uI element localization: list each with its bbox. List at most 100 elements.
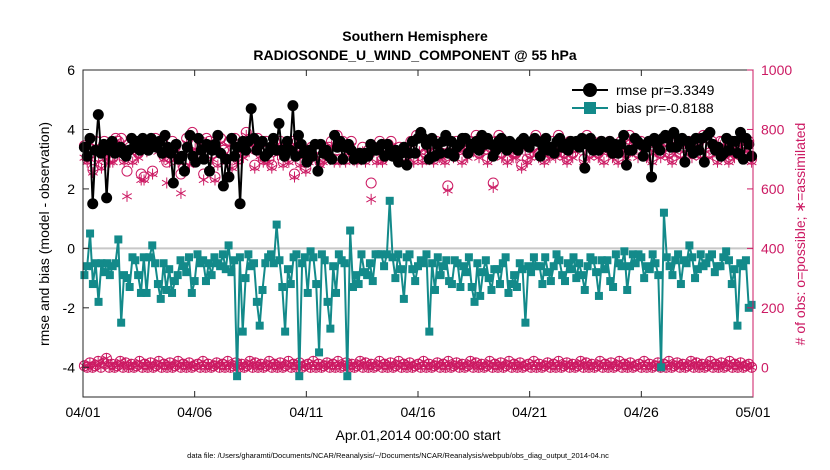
bias-point bbox=[515, 259, 524, 268]
rmse-point bbox=[737, 153, 749, 165]
asterisk-stroke bbox=[474, 154, 485, 161]
x-tick-label: 05/01 bbox=[735, 404, 770, 420]
bias-point bbox=[142, 288, 151, 297]
rmse-point bbox=[668, 126, 680, 138]
asterisk-stroke bbox=[502, 158, 513, 166]
obs-assimilated-point bbox=[366, 193, 377, 205]
bias-point bbox=[688, 253, 697, 262]
bias-point bbox=[238, 327, 247, 336]
obs-assimilated-point bbox=[198, 174, 209, 186]
bias-point bbox=[97, 259, 106, 268]
y-left-tick-label: 4 bbox=[67, 121, 75, 137]
bias-point bbox=[702, 259, 711, 268]
bias-point bbox=[306, 247, 315, 256]
rmse-point bbox=[198, 153, 210, 165]
rmse-point bbox=[170, 138, 182, 150]
bias-point bbox=[569, 253, 578, 262]
bias-point bbox=[298, 259, 307, 268]
asterisk-stroke bbox=[119, 158, 130, 166]
bias-point bbox=[185, 253, 194, 262]
rmse-point bbox=[212, 129, 224, 141]
rmse-point bbox=[217, 180, 229, 192]
bias-point bbox=[334, 250, 343, 259]
bias-point bbox=[668, 271, 677, 280]
rmse-point bbox=[87, 198, 99, 210]
bias-point bbox=[250, 259, 259, 268]
bias-point bbox=[278, 283, 287, 292]
rmse-point bbox=[573, 141, 585, 153]
asterisk-stroke bbox=[567, 154, 578, 161]
x-tick-label: 04/21 bbox=[512, 404, 547, 420]
rmse-series bbox=[78, 100, 758, 210]
bias-point bbox=[600, 265, 609, 274]
bias-point bbox=[199, 256, 208, 265]
bias-point bbox=[131, 256, 140, 265]
bias-point bbox=[724, 256, 733, 265]
bias-point bbox=[657, 363, 666, 372]
bias-point bbox=[261, 259, 270, 268]
bias-point bbox=[476, 291, 485, 300]
bias-point bbox=[558, 271, 567, 280]
bias-point bbox=[187, 288, 196, 297]
bias-point bbox=[739, 262, 748, 271]
bias-point bbox=[637, 253, 646, 262]
bias-point bbox=[300, 253, 309, 262]
bias-point bbox=[103, 259, 112, 268]
bias-point bbox=[88, 280, 97, 289]
bias-point bbox=[394, 250, 403, 259]
bias-point bbox=[343, 372, 352, 381]
bias-point bbox=[674, 250, 683, 259]
rmse-point bbox=[84, 132, 96, 144]
bias-point bbox=[380, 262, 389, 271]
bias-point bbox=[326, 324, 335, 333]
bias-point bbox=[708, 250, 717, 259]
rmse-point bbox=[240, 144, 252, 156]
rmse-point bbox=[337, 153, 349, 165]
rmse-point bbox=[679, 156, 691, 168]
asterisk-stroke bbox=[266, 164, 277, 172]
rmse-point bbox=[490, 144, 502, 156]
asterisk-stroke bbox=[147, 170, 158, 178]
footnote: data file: /Users/gharamti/Documents/NCA… bbox=[187, 451, 609, 460]
bias-point bbox=[286, 280, 295, 289]
bias-point bbox=[363, 271, 372, 280]
legend-label-bias: bias pr=-0.8188 bbox=[616, 100, 714, 116]
bias-point bbox=[317, 250, 326, 259]
bias-point bbox=[329, 262, 338, 271]
legend: rmse pr=3.3349 bias pr=-0.8188 bbox=[572, 82, 715, 116]
obs-assimilated-point bbox=[456, 156, 468, 168]
rmse-point bbox=[306, 150, 318, 162]
rmse-point bbox=[621, 159, 633, 171]
bias-point bbox=[493, 265, 502, 274]
y-right-tick-label: 400 bbox=[761, 240, 785, 256]
bias-point bbox=[447, 280, 456, 289]
rmse-point bbox=[287, 100, 299, 112]
bias-point bbox=[377, 250, 386, 259]
bias-point bbox=[159, 259, 168, 268]
bias-point bbox=[365, 259, 374, 268]
bias-point bbox=[617, 262, 626, 271]
bias-point bbox=[244, 250, 253, 259]
asterisk-stroke bbox=[295, 161, 306, 169]
obs-assimilated-point bbox=[562, 156, 573, 168]
bias-point bbox=[747, 300, 756, 309]
asterisk-stroke bbox=[164, 158, 175, 166]
bias-point bbox=[563, 259, 572, 268]
rmse-point bbox=[704, 126, 716, 138]
y-left-tick-label: -4 bbox=[63, 359, 76, 375]
bias-point bbox=[592, 268, 601, 277]
bias-point bbox=[275, 256, 284, 265]
rmse-point bbox=[106, 135, 118, 147]
bias-point bbox=[385, 196, 394, 205]
bias-point bbox=[224, 241, 233, 250]
obs-assimilated-point bbox=[442, 184, 453, 196]
rmse-point bbox=[698, 156, 710, 168]
bias-point bbox=[295, 372, 304, 381]
bias-point bbox=[645, 265, 654, 274]
obs-possible-point bbox=[365, 177, 377, 189]
obs-assimilated-point bbox=[147, 168, 158, 180]
asterisk-stroke bbox=[377, 158, 388, 166]
rmse-point bbox=[693, 144, 705, 156]
bias-point bbox=[538, 280, 547, 289]
obs-assimilated-point bbox=[516, 162, 527, 174]
